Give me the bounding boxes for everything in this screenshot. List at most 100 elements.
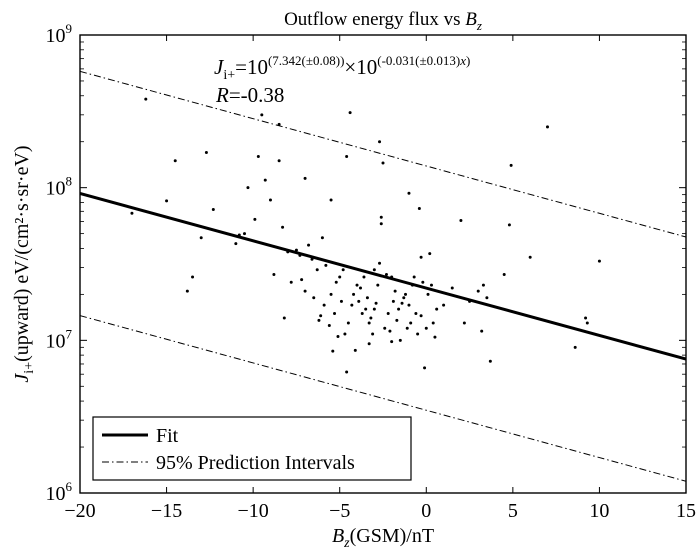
data-point [379,215,383,219]
data-point [362,275,366,279]
x-tick-label: −5 [329,500,350,522]
data-point [352,292,356,296]
data-point [345,370,349,374]
data-point [281,225,285,229]
data-point [204,150,208,154]
data-point [277,122,281,126]
data-point [378,140,382,144]
data-point [327,324,331,328]
data-point [388,329,392,333]
x-tick-label: −20 [64,500,95,522]
data-point [378,261,382,265]
data-point [379,222,383,226]
data-point [480,329,484,333]
data-point [237,233,241,237]
x-tick-label: −10 [238,500,269,522]
data-point [433,335,437,339]
data-point [329,198,333,202]
x-tick-label: −15 [151,500,182,522]
data-point [573,345,577,349]
data-point [289,280,293,284]
data-point [282,316,286,320]
data-point [341,268,345,272]
data-point [365,296,369,300]
data-point [303,289,307,293]
data-point [407,303,411,307]
data-point [462,321,466,325]
data-point [459,218,463,222]
data-point [393,289,397,293]
data-point [331,349,335,353]
data-point [348,111,352,115]
correlation-label: R=-0.38 [215,83,284,107]
data-point [409,321,413,325]
data-point [371,332,375,336]
x-tick-label: 0 [421,500,431,522]
legend-interval-label: 95% Prediction Intervals [156,452,355,474]
lower-prediction-interval [80,315,686,482]
data-point [338,275,342,279]
data-point [286,250,290,254]
fit-equation: Ji+=10(7.342(±0.08))×10(-0.031(±0.013)x) [214,53,470,83]
fit-line [80,192,686,361]
data-point [320,236,324,240]
data-point [372,307,376,311]
scatter-points [130,97,601,374]
data-point [310,257,314,261]
data-point [358,286,362,290]
data-point [584,316,588,320]
data-point [502,272,506,276]
legend: Fit 95% Prediction Intervals [92,416,412,481]
x-tick-label: 15 [676,500,696,522]
data-point [334,280,338,284]
data-point [173,159,177,163]
data-point [312,296,316,300]
plot-area: −20 −15 −10 −5 0 5 10 15 106 107 108 109 [46,21,697,522]
data-point [450,286,454,290]
data-point [395,318,399,322]
data-point [144,97,148,101]
data-point [315,268,319,272]
data-point [317,318,321,322]
data-point [329,292,333,296]
data-point [419,255,423,259]
data-point [346,321,350,325]
data-point [485,296,489,300]
data-point [476,289,480,293]
data-point [400,301,404,305]
data-point [407,191,411,195]
fit-line-layer [80,192,686,361]
data-point [369,316,373,320]
data-point [339,299,343,303]
data-point [397,307,401,311]
data-point [391,299,395,303]
legend-fit-label: Fit [156,425,179,447]
data-point [277,159,281,163]
chart-title: Outflow energy flux vs Bz [284,9,482,33]
upper-prediction-interval [80,70,686,238]
data-point [364,307,368,311]
data-point [384,272,388,276]
y-tick-label: 106 [46,479,73,505]
y-tick-label: 107 [46,326,73,352]
data-point [307,243,311,247]
data-point [386,311,390,315]
data-point [319,314,323,318]
data-point [507,223,511,227]
data-point [165,199,169,203]
data-point [417,207,421,211]
data-point [428,252,432,256]
data-point [414,311,418,315]
data-point [324,263,328,267]
data-point [376,283,380,287]
data-point [429,283,433,287]
data-point [402,296,406,300]
data-point [423,366,427,370]
data-point [412,275,416,279]
data-point [435,307,439,311]
data-point [374,301,378,305]
x-tick-label: 5 [508,500,518,522]
data-point [405,326,409,330]
data-point [419,314,423,318]
